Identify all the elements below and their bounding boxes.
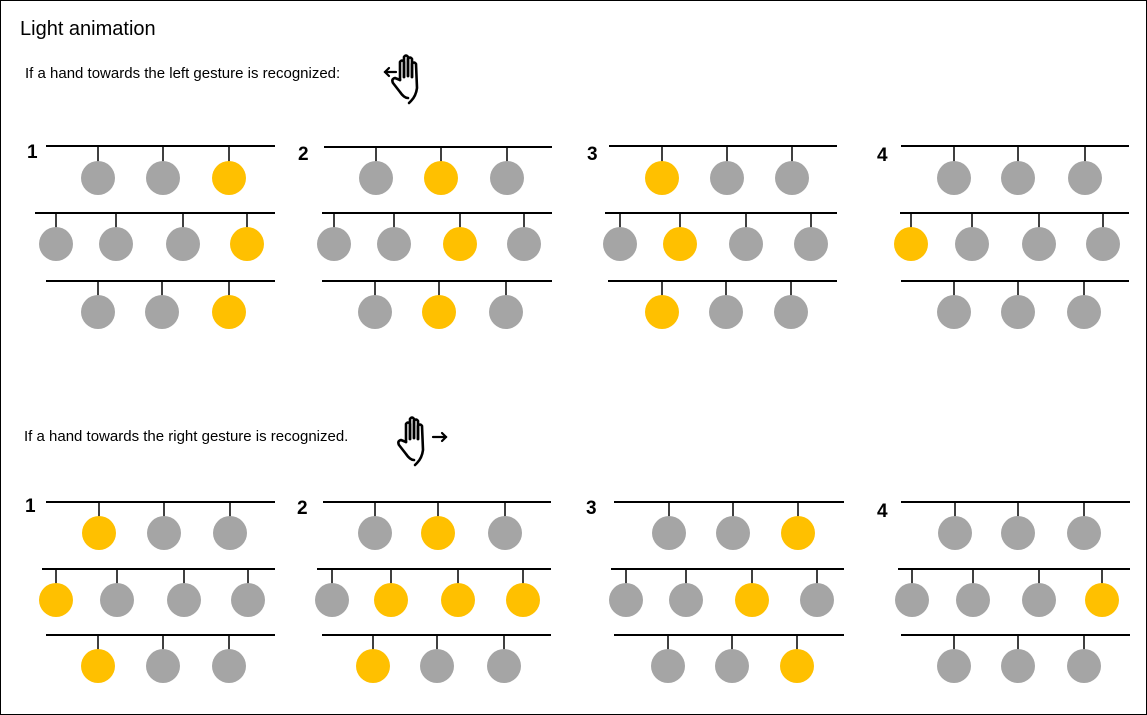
light-bulb-on (212, 295, 246, 329)
light-bulb-on (82, 516, 116, 550)
light-bulb-off (937, 649, 971, 683)
light-bulb-off (1067, 516, 1101, 550)
light-bulb-on (506, 583, 540, 617)
step-number: 2 (297, 498, 308, 519)
light-bulb-off (358, 516, 392, 550)
light-bulb-on (421, 516, 455, 550)
light-bulb-on (441, 583, 475, 617)
light-bulb-off (358, 295, 392, 329)
light-bulb-off (81, 161, 115, 195)
light-bulb-off (487, 649, 521, 683)
light-bulb-off (1001, 649, 1035, 683)
light-bulb-off (315, 583, 349, 617)
light-bulb-on (39, 583, 73, 617)
light-bulb-on (645, 161, 679, 195)
light-bulb-off (1001, 295, 1035, 329)
light-bulb-off (800, 583, 834, 617)
light-bulb-off (603, 227, 637, 261)
light-bulb-off (1022, 227, 1056, 261)
light-bulb-on (443, 227, 477, 261)
page-title: Light animation (20, 18, 156, 40)
step-number: 1 (25, 496, 36, 517)
light-bulb-off (359, 161, 393, 195)
light-bulb-off (81, 295, 115, 329)
light-bulb-off (1067, 649, 1101, 683)
light-bulb-off (775, 161, 809, 195)
light-bulb-off (489, 295, 523, 329)
light-bulb-off (729, 227, 763, 261)
light-bulb-off (1001, 516, 1035, 550)
step-number: 4 (877, 145, 888, 166)
light-bulb-off (652, 516, 686, 550)
light-bulb-on (422, 295, 456, 329)
light-bulb-on (212, 161, 246, 195)
left-gesture-caption: If a hand towards the left gesture is re… (25, 65, 341, 82)
light-bulb-on (780, 649, 814, 683)
step-number: 2 (298, 144, 309, 165)
light-bulb-off (99, 227, 133, 261)
hand-swipe-right-icon (397, 416, 448, 467)
light-bulb-on (230, 227, 264, 261)
light-bulb-on (424, 161, 458, 195)
light-bulb-on (81, 649, 115, 683)
light-bulb-off (937, 161, 971, 195)
light-bulb-off (1068, 161, 1102, 195)
light-bulb-off (937, 295, 971, 329)
light-bulb-off (938, 516, 972, 550)
light-bulb-on (1085, 583, 1119, 617)
light-bulb-off (231, 583, 265, 617)
step-number: 3 (587, 144, 598, 165)
step-number: 3 (586, 498, 597, 519)
light-bulb-off (100, 583, 134, 617)
step-number: 4 (877, 501, 888, 522)
light-bulb-off (39, 227, 73, 261)
light-bulb-off (794, 227, 828, 261)
light-bulb-off (715, 649, 749, 683)
light-bulb-off (145, 295, 179, 329)
light-bulb-on (356, 649, 390, 683)
light-bulb-off (609, 583, 643, 617)
light-bulb-off (212, 649, 246, 683)
light-bulb-off (1001, 161, 1035, 195)
right-gesture-caption: If a hand towards the right gesture is r… (24, 428, 349, 445)
light-bulb-off (651, 649, 685, 683)
light-bulb-off (895, 583, 929, 617)
light-bulb-off (716, 516, 750, 550)
light-bulb-on (645, 295, 679, 329)
light-bulb-off (507, 227, 541, 261)
light-bulb-off (420, 649, 454, 683)
light-bulb-on (663, 227, 697, 261)
light-bulb-off (146, 161, 180, 195)
light-bulb-off (490, 161, 524, 195)
light-bulb-on (894, 227, 928, 261)
light-bulb-off (774, 295, 808, 329)
light-bulb-off (166, 227, 200, 261)
light-bulb-off (377, 227, 411, 261)
step-number: 1 (27, 142, 38, 163)
hand-swipe-left-icon (383, 54, 419, 105)
light-bulb-off (956, 583, 990, 617)
light-bulb-off (709, 295, 743, 329)
light-bulb-on (781, 516, 815, 550)
light-bulb-off (147, 516, 181, 550)
light-bulb-off (1067, 295, 1101, 329)
light-bulb-off (955, 227, 989, 261)
light-bulb-off (317, 227, 351, 261)
light-bulb-off (146, 649, 180, 683)
light-bulb-off (213, 516, 247, 550)
light-bulb-off (710, 161, 744, 195)
light-bulb-off (1086, 227, 1120, 261)
light-bulb-on (374, 583, 408, 617)
light-bulb-off (669, 583, 703, 617)
light-bulb-off (167, 583, 201, 617)
light-bulb-on (735, 583, 769, 617)
light-bulb-off (1022, 583, 1056, 617)
light-bulb-off (488, 516, 522, 550)
